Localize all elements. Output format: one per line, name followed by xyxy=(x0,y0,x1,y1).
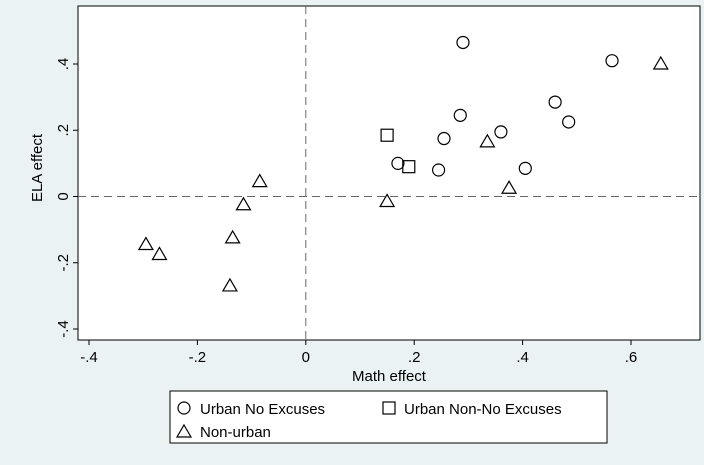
triangle-marker xyxy=(235,196,252,211)
x-axis-ticks: -.4 -.2 0 .2 .4 .6 xyxy=(80,340,637,366)
circle-marker xyxy=(431,163,446,177)
y-tick-label: -.2 xyxy=(55,254,72,272)
circle-marker xyxy=(456,35,470,50)
triangle-marker xyxy=(501,180,518,194)
circle-marker xyxy=(437,131,451,146)
legend-label-urban-no-excuses: Urban No Excuses xyxy=(200,401,325,418)
triangle-marker xyxy=(137,236,154,251)
circle-marker xyxy=(391,156,405,170)
legend-box xyxy=(169,390,608,444)
triangle-marker xyxy=(479,133,496,148)
legend: Urban No Excuses Urban Non-No Excuses No… xyxy=(169,390,608,444)
triangle-marker xyxy=(652,55,669,70)
plot-area xyxy=(77,5,701,341)
triangle-marker xyxy=(224,229,241,244)
y-axis-ticks: -.4 -.2 0 .2 .4 xyxy=(55,58,78,338)
legend-square-icon xyxy=(382,401,396,415)
circle-marker xyxy=(494,125,508,139)
legend-label-urban-non-no-excuses: Urban Non-No Excuses xyxy=(404,401,562,418)
x-tick-label: 0 xyxy=(302,349,310,366)
circle-marker xyxy=(562,115,576,129)
x-tick-label: .6 xyxy=(625,349,638,366)
y-tick-label: -.4 xyxy=(55,320,72,338)
circle-marker xyxy=(605,54,619,68)
circle-marker xyxy=(453,108,467,122)
legend-label-non-urban: Non-urban xyxy=(200,424,271,441)
x-tick-label: -.2 xyxy=(189,349,207,366)
y-axis-title: ELA effect xyxy=(29,133,46,202)
circle-marker xyxy=(518,161,532,175)
legend-circle-icon xyxy=(177,401,191,415)
triangle-marker xyxy=(151,246,168,261)
x-tick-label: .2 xyxy=(408,349,421,366)
triangle-marker xyxy=(379,193,396,208)
x-tick-label: -.4 xyxy=(80,349,98,366)
legend-triangle-icon xyxy=(175,423,193,438)
triangle-marker xyxy=(221,277,238,292)
y-tick-label: .2 xyxy=(55,124,72,137)
data-markers xyxy=(137,35,669,292)
triangle-marker xyxy=(251,173,268,188)
x-axis-title: Math effect xyxy=(352,368,427,385)
square-marker xyxy=(402,160,416,174)
square-marker xyxy=(380,128,394,142)
circle-marker xyxy=(548,95,562,109)
x-tick-label: .4 xyxy=(516,349,529,366)
y-tick-label: 0 xyxy=(55,192,72,200)
y-tick-label: .4 xyxy=(55,58,72,71)
